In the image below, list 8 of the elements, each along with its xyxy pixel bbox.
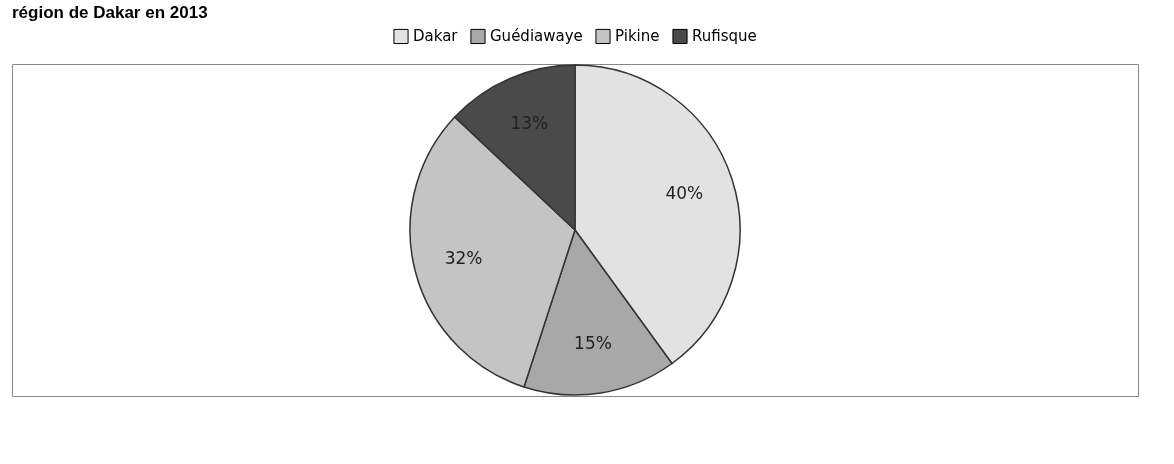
- data-label: 32%: [444, 247, 483, 268]
- legend-label: Dakar: [413, 27, 459, 46]
- data-label: 40%: [665, 183, 704, 204]
- legend-label: Pikine: [615, 27, 660, 46]
- legend-label: Rufisque: [692, 27, 757, 46]
- data-label: 15%: [574, 332, 612, 353]
- text: région de Dakar en 2013: [12, 3, 208, 22]
- legend-label: Guédiawaye: [490, 27, 583, 46]
